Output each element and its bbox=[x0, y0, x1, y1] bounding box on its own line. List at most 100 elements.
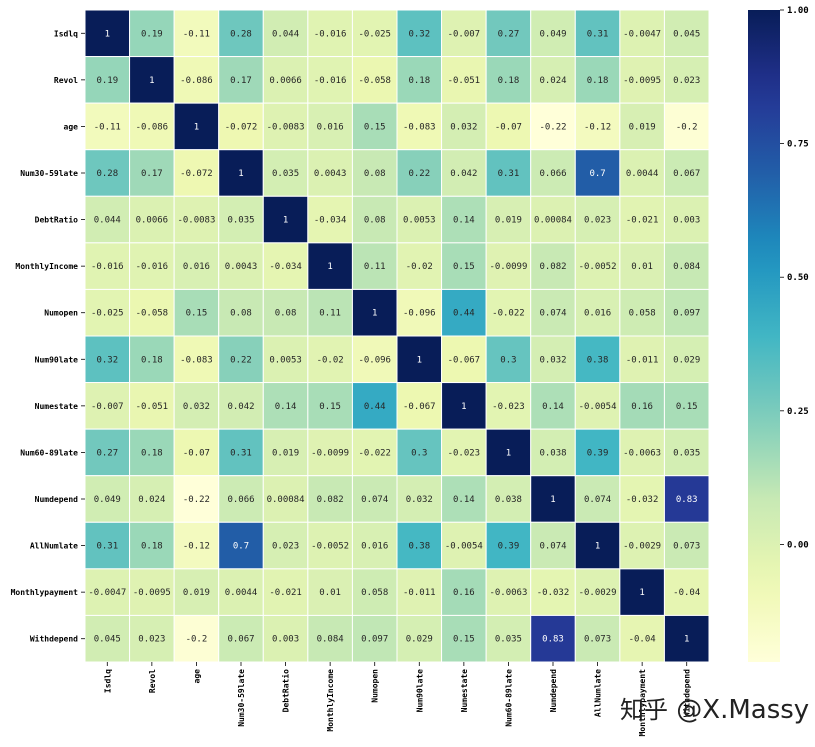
heatmap-cell-10-9 bbox=[485, 475, 532, 523]
heatmap-cell-5-4 bbox=[262, 242, 309, 290]
heatmap-cell-10-8 bbox=[441, 475, 487, 523]
cell-value-6-6: 1 bbox=[372, 309, 377, 319]
y-tick-label-12: Monthlypayment bbox=[11, 588, 79, 597]
cell-value-10-12: -0.032 bbox=[626, 495, 659, 505]
cell-value-6-2: 0.15 bbox=[186, 309, 208, 319]
cell-value-9-8: -0.023 bbox=[448, 448, 481, 458]
cell-value-13-4: 0.003 bbox=[272, 635, 299, 645]
cell-value-1-6: -0.058 bbox=[358, 76, 391, 86]
heatmap-cell-10-1 bbox=[129, 475, 175, 523]
cell-value-10-7: 0.032 bbox=[406, 495, 433, 505]
cell-value-5-5: 1 bbox=[327, 262, 332, 272]
heatmap-cell-11-6 bbox=[351, 521, 398, 570]
cell-value-7-4: 0.0053 bbox=[269, 355, 302, 365]
heatmap-cell-3-4 bbox=[262, 149, 309, 197]
colorbar-tick-label-1: 0.25 bbox=[787, 407, 809, 417]
heatmap-cell-11-13 bbox=[663, 521, 710, 570]
x-tick-label-2: age bbox=[192, 669, 201, 684]
heatmap-cell-10-4 bbox=[262, 475, 309, 523]
cell-value-11-8: -0.0054 bbox=[445, 542, 483, 552]
heatmap-cell-2-13 bbox=[663, 102, 710, 151]
cell-value-10-0: 0.049 bbox=[94, 495, 121, 505]
cell-value-12-12: 1 bbox=[639, 588, 644, 598]
heatmap-cell-4-13 bbox=[663, 195, 710, 244]
cell-value-10-8: 0.14 bbox=[453, 495, 475, 505]
cell-value-4-2: -0.0083 bbox=[177, 216, 215, 226]
cell-value-6-8: 0.44 bbox=[453, 309, 475, 319]
cell-value-13-9: 0.035 bbox=[495, 635, 522, 645]
cell-value-0-7: 0.32 bbox=[408, 29, 430, 39]
cell-value-1-5: -0.016 bbox=[314, 76, 347, 86]
cell-value-6-10: 0.074 bbox=[539, 309, 566, 319]
cell-value-12-8: 0.16 bbox=[453, 588, 475, 598]
colorbar-tick-label-3: 0.75 bbox=[787, 140, 809, 150]
cell-value-0-12: -0.0047 bbox=[623, 29, 661, 39]
heatmap-cell-3-11 bbox=[574, 149, 621, 197]
heatmap-cell-9-12 bbox=[619, 428, 665, 477]
cell-value-3-4: 0.035 bbox=[272, 169, 299, 179]
heatmap-cell-9-13 bbox=[663, 428, 710, 477]
heatmap-cell-2-8 bbox=[441, 102, 487, 151]
heatmap-cell-5-5 bbox=[307, 242, 353, 290]
heatmap-cell-3-8 bbox=[441, 149, 487, 197]
x-tick-label-1: Revol bbox=[148, 669, 157, 693]
heatmap-cell-12-9 bbox=[485, 568, 532, 616]
heatmap-cell-6-4 bbox=[262, 288, 309, 337]
cell-value-0-3: 0.28 bbox=[230, 29, 252, 39]
x-tick-label-6: Numopen bbox=[371, 669, 380, 703]
cell-value-9-11: 0.39 bbox=[587, 448, 609, 458]
heatmap-cell-4-2 bbox=[173, 195, 220, 244]
cell-value-4-7: 0.0053 bbox=[403, 216, 436, 226]
colorbar: 0.00 0.25 0.50 0.75 1.00 bbox=[748, 6, 809, 662]
cell-value-8-5: 0.15 bbox=[319, 402, 341, 412]
heatmap-cell-5-6 bbox=[351, 242, 398, 290]
cell-value-2-8: 0.032 bbox=[450, 122, 477, 132]
cell-value-8-12: 0.16 bbox=[631, 402, 653, 412]
heatmap-cell-2-0 bbox=[84, 102, 131, 151]
cell-value-5-2: 0.016 bbox=[183, 262, 210, 272]
cell-value-5-4: -0.034 bbox=[269, 262, 302, 272]
cell-value-9-0: 0.27 bbox=[96, 448, 118, 458]
y-tick-label-3: Num30-59late bbox=[20, 169, 78, 178]
heatmap-cell-6-3 bbox=[218, 288, 264, 337]
cell-value-0-2: -0.11 bbox=[183, 29, 210, 39]
heatmap-cell-2-11 bbox=[574, 102, 621, 151]
cell-value-0-9: 0.27 bbox=[498, 29, 520, 39]
heatmap-cell-10-11 bbox=[574, 475, 621, 523]
cell-value-6-5: 0.11 bbox=[319, 309, 341, 319]
heatmap-cell-6-12 bbox=[619, 288, 665, 337]
heatmap-cell-4-4 bbox=[262, 195, 309, 244]
heatmap-cell-7-5 bbox=[307, 335, 353, 384]
cell-value-8-11: -0.0054 bbox=[579, 402, 617, 412]
heatmap-cell-3-2 bbox=[173, 149, 220, 197]
cell-value-9-1: 0.18 bbox=[141, 448, 163, 458]
heatmap-cell-11-7 bbox=[396, 521, 443, 570]
heatmap-cell-1-3 bbox=[218, 56, 264, 104]
y-tick-label-9: Num60-89late bbox=[20, 448, 78, 457]
watermark-handle: @X.Massy bbox=[676, 695, 810, 725]
cell-value-6-9: -0.022 bbox=[492, 309, 525, 319]
cell-value-11-6: 0.016 bbox=[361, 542, 388, 552]
heatmap-cell-1-1 bbox=[129, 56, 175, 104]
cell-value-11-11: 1 bbox=[595, 542, 600, 552]
cell-value-1-9: 0.18 bbox=[498, 76, 520, 86]
cell-value-7-13: 0.029 bbox=[673, 355, 700, 365]
colorbar-tick-label-4: 1.00 bbox=[787, 6, 809, 16]
heatmap-cell-7-4 bbox=[262, 335, 309, 384]
x-tick-label-11: AllNumlate bbox=[594, 669, 603, 717]
heatmap-cell-6-10 bbox=[530, 288, 576, 337]
cell-value-8-6: 0.44 bbox=[364, 402, 386, 412]
heatmap-cell-13-4 bbox=[262, 614, 309, 663]
y-tick-label-13: Withdepend bbox=[30, 634, 78, 644]
heatmap-cell-0-1 bbox=[129, 9, 175, 58]
heatmap-cell-7-8 bbox=[441, 335, 487, 384]
heatmap-cell-13-11 bbox=[574, 614, 621, 663]
cell-value-12-11: -0.0029 bbox=[579, 588, 617, 598]
cell-value-11-7: 0.38 bbox=[408, 542, 430, 552]
cell-value-2-12: 0.019 bbox=[629, 122, 656, 132]
heatmap-cell-5-8 bbox=[441, 242, 487, 290]
cell-value-7-12: -0.011 bbox=[626, 355, 659, 365]
heatmap-cell-1-13 bbox=[663, 56, 710, 104]
heatmap-cell-10-10 bbox=[530, 475, 576, 523]
